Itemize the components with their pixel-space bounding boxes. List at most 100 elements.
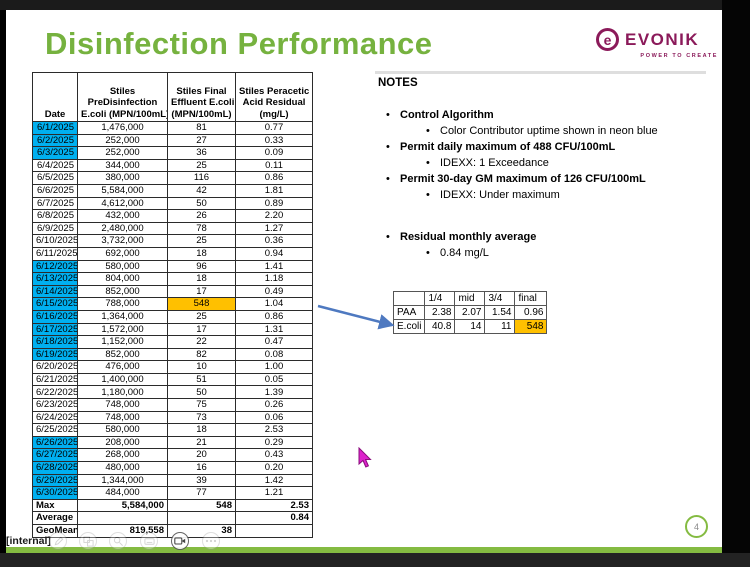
- note-item: • Residual monthly average: [378, 229, 712, 245]
- table-row: 6/5/2025 380,000 116 0.86: [32, 171, 313, 185]
- header-divider: [375, 71, 706, 74]
- pre-ecoli-cell: 252,000: [77, 146, 168, 160]
- table-row: 6/21/2025 1,400,000 51 0.05: [32, 372, 313, 387]
- residual-cell: 0.09: [235, 146, 313, 160]
- table-row: 6/4/2025 344,000 25 0.11: [32, 158, 313, 173]
- final-ecoli-cell: 25: [167, 158, 236, 173]
- table-row: 6/29/2025 1,344,000 39 1.42: [32, 473, 313, 488]
- final-ecoli-cell: 73: [167, 410, 236, 425]
- slides-grid-icon[interactable]: [79, 532, 97, 550]
- final-ecoli-cell: 18: [167, 246, 236, 261]
- subtitles-icon[interactable]: [140, 532, 158, 550]
- pre-ecoli-cell: 580,000: [77, 259, 168, 274]
- final-ecoli-cell: 42: [167, 183, 236, 198]
- residual-cell: 0.84: [235, 511, 313, 525]
- residual-cell: 1.27: [235, 221, 313, 236]
- pre-ecoli-cell: 788,000: [77, 297, 168, 311]
- pre-ecoli-cell: 480,000: [77, 461, 168, 475]
- residual-cell: 2.53: [235, 498, 313, 513]
- pen-icon[interactable]: [49, 532, 67, 550]
- column-header: Date: [32, 72, 78, 122]
- table-row: 6/6/2025 5,584,000 42 1.81: [32, 183, 313, 198]
- note-item: • Permit 30-day GM maximum of 126 CFU/100…: [378, 171, 712, 187]
- table-row: 6/30/2025 484,000 77 1.21: [32, 486, 313, 500]
- final-ecoli-cell: 17: [167, 322, 236, 337]
- date-cell: 6/20/2025: [32, 360, 78, 374]
- daily-table-header-row: Date Stiles PreDisinfection E.coli (MPN/100…: [32, 72, 313, 122]
- date-cell: 6/23/2025: [32, 398, 78, 412]
- residual-cell: 2.53: [235, 423, 313, 437]
- date-cell: 6/5/2025: [32, 171, 78, 185]
- pre-ecoli-cell: 268,000: [77, 448, 168, 463]
- table-row: 6/25/2025 580,000 18 2.53: [32, 423, 313, 437]
- table-row: 6/1/2025 1,476,000 81 0.77: [32, 121, 313, 135]
- mini-column-header: final: [514, 291, 548, 306]
- bottom-letterbox-bar: [0, 553, 750, 567]
- pre-ecoli-cell: 1,400,000: [77, 372, 168, 387]
- date-cell: 6/11/2025: [32, 246, 78, 261]
- residual-cell: 1.81: [235, 183, 313, 198]
- date-cell: 6/6/2025: [32, 183, 78, 198]
- final-ecoli-cell: 36: [167, 146, 236, 160]
- date-cell: 6/16/2025: [32, 309, 78, 324]
- residual-cell: 0.20: [235, 461, 313, 475]
- table-row: 6/23/2025 748,000 75 0.26: [32, 398, 313, 412]
- final-ecoli-cell: 39: [167, 473, 236, 488]
- residual-cell: 0.94: [235, 246, 313, 261]
- final-ecoli-cell: 548: [167, 297, 236, 311]
- pre-ecoli-cell: 1,152,000: [77, 335, 168, 349]
- date-cell: 6/21/2025: [32, 372, 78, 387]
- mini-column-header: 1/4: [424, 291, 456, 306]
- bullet-icon: •: [426, 157, 430, 169]
- residual-cell: [235, 524, 313, 538]
- bullet-icon: •: [426, 125, 430, 137]
- residual-cell: 1.31: [235, 322, 313, 337]
- quartile-summary-table: 1/4 mid 3/4 final PAA 2.38 2.07 1.54 0.96 E.coli…: [392, 291, 548, 334]
- table-row: 6/10/2025 3,732,000 25 0.36: [32, 234, 313, 248]
- bullet-icon: •: [386, 141, 390, 153]
- daily-data-table: Date Stiles PreDisinfection E.coli (MPN/100…: [32, 72, 313, 538]
- final-ecoli-cell: 50: [167, 196, 236, 211]
- note-text: IDEXX: 1 Exceedance: [440, 157, 549, 169]
- mini-column-header: mid: [454, 291, 486, 306]
- final-ecoli-cell: 81: [167, 121, 236, 135]
- magnifier-icon[interactable]: [109, 532, 127, 550]
- connector-arrow-icon: [317, 304, 395, 330]
- evonik-e-icon: e: [596, 28, 619, 51]
- slide: Disinfection Performance e EVONIK POWER …: [6, 10, 722, 553]
- mini-value-cell: 1.54: [484, 305, 516, 320]
- more-options-icon[interactable]: [202, 532, 220, 550]
- mini-value-cell: 0.96: [514, 305, 548, 320]
- table-row: 6/3/2025 252,000 36 0.09: [32, 146, 313, 160]
- summary-label-cell: Max: [32, 498, 78, 513]
- mini-value-cell: 2.07: [454, 305, 486, 320]
- note-text: 0.84 mg/L: [440, 247, 489, 259]
- pre-ecoli-cell: 252,000: [77, 133, 168, 148]
- table-row: 6/18/2025 1,152,000 22 0.47: [32, 335, 313, 349]
- date-cell: 6/25/2025: [32, 423, 78, 437]
- residual-cell: 0.86: [235, 171, 313, 185]
- notes-list: • Control Algorithm • Color Contributor upt…: [378, 107, 712, 261]
- camera-icon[interactable]: [171, 532, 189, 550]
- bullet-icon: •: [426, 247, 430, 259]
- mini-value-cell: 2.38: [424, 305, 456, 320]
- pre-ecoli-cell: 484,000: [77, 486, 168, 500]
- table-row: 6/13/2025 804,000 18 1.18: [32, 272, 313, 286]
- residual-cell: 1.00: [235, 360, 313, 374]
- evonik-logo: e EVONIK POWER TO CREATE: [596, 28, 718, 59]
- slide-footer-strip: [6, 547, 722, 553]
- final-ecoli-cell: 116: [167, 171, 236, 185]
- table-row: 6/17/2025 1,572,000 17 1.31: [32, 322, 313, 337]
- table-row: 6/2/2025 252,000 27 0.33: [32, 133, 313, 148]
- table-row: 6/9/2025 2,480,000 78 1.27: [32, 221, 313, 236]
- table-row: 6/14/2025 852,000 17 0.49: [32, 284, 313, 299]
- residual-cell: 0.08: [235, 347, 313, 362]
- date-cell: 6/26/2025: [32, 435, 78, 450]
- residual-cell: 1.21: [235, 486, 313, 500]
- pre-ecoli-cell: 1,180,000: [77, 385, 168, 400]
- note-text: Residual monthly average: [400, 231, 537, 243]
- summary-row: Average 0.84: [32, 511, 313, 525]
- note-item: • Color Contributor uptime shown in neon …: [418, 123, 712, 139]
- table-row: 6/8/2025 432,000 26 2.20: [32, 209, 313, 223]
